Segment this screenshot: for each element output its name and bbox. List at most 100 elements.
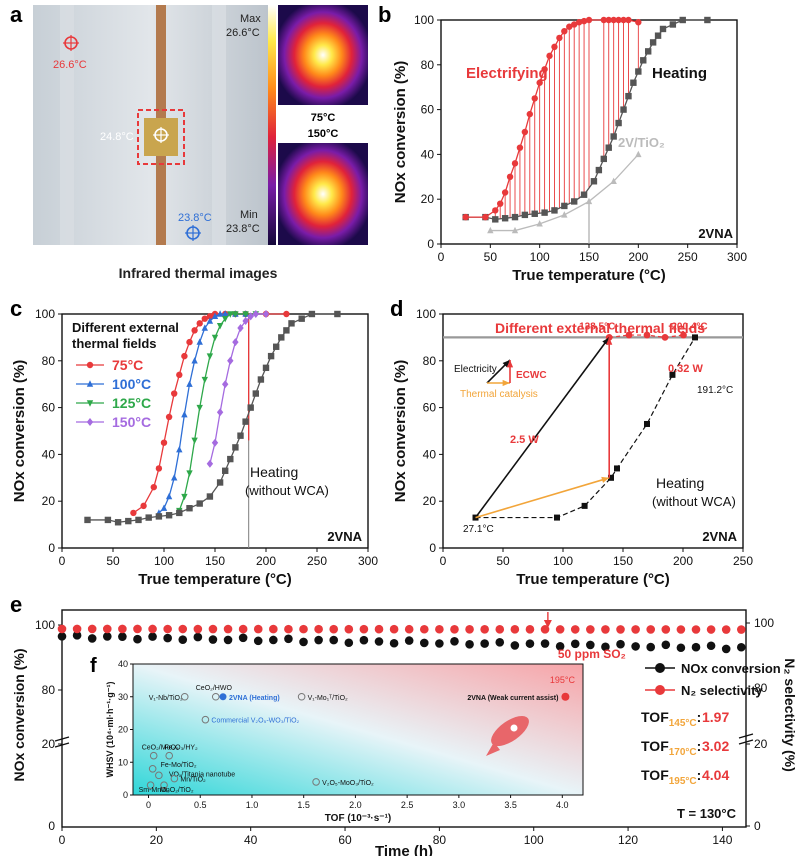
nox-conversion-point [374,637,384,646]
so2-label: 50 ppm SO₂ [558,647,626,661]
y-tick-label: 100 [35,618,55,632]
series-4-point [247,404,254,411]
point-label: V₁-Mo₁ᵀ/TiO₂ [308,695,348,702]
series-2v-tio2-point [610,177,617,184]
y-axis-label-right: N₂ selectivity (%) [782,658,798,772]
series-heating-point [649,39,657,46]
x-tick-label: 250 [307,554,327,568]
series-1-point [211,312,219,320]
y-tick-label: 40 [118,659,128,669]
point-label: Sm-MnOₓ [139,787,170,794]
legend-arrow-ecwc-head [506,360,514,368]
series-4-point [196,500,203,507]
n2-selectivity-point [601,625,610,634]
nox-conversion-point [118,632,127,641]
series-heating-point [590,178,598,185]
x-tick-label: 40 [244,833,258,847]
n2-selectivity-point [193,624,203,634]
x-tick-label: 0 [438,250,445,264]
x-axis-label: Time (h) [375,843,433,856]
nox-conversion-point [269,635,278,645]
y-tick-label: 20 [423,494,437,508]
annotation-heating: Heating [656,475,704,491]
series-1-point [216,310,224,317]
series-electrifying-point [635,19,642,26]
x-tick-label: 50 [106,554,120,568]
n2-selectivity-point [465,624,474,634]
x-tick-label: 150 [205,554,225,568]
nox-conversion-point [148,632,157,641]
x-tick-label: 2.0 [349,800,362,810]
series-4-point [114,519,122,526]
n2-selectivity-point [102,624,112,634]
literature-point [165,751,174,760]
x-tick-label: 0 [440,554,447,568]
y-tick-label: 80 [421,58,435,72]
y-tick-label: 20 [421,192,435,206]
tof-value: 4.04 [702,767,729,783]
y-axis-label: NOx conversion (%) [392,61,409,204]
point-label: Commercial V₂O₅-WO₃/TiO₂ [211,718,299,725]
series-1-point [201,324,208,331]
series-4-point [125,517,132,525]
y-tick-label: 60 [42,401,56,415]
series-4-point [186,505,193,512]
n2-selectivity-point [72,624,82,634]
series-electrifying-point [580,17,588,25]
series-heating-point [610,133,617,140]
y-tick-label: 20 [42,737,56,751]
n2-selectivity-point [284,624,293,634]
series-3-point [222,380,229,389]
hot-spot-label: 26.6°C [53,59,87,71]
series-4-point [242,418,249,425]
series-heating-point [635,68,642,75]
series-2-point [186,470,193,477]
y-tick-label: 30 [118,692,128,702]
arrow-thermal-head [601,476,610,483]
y-tick-label: 40 [421,147,435,161]
nox-conversion-point [344,638,354,648]
n2-selectivity-point [450,624,459,634]
nox-conversion-point [102,632,112,641]
label-191: 191.2°C [697,385,733,396]
series-1-point [186,380,193,387]
annotation-heating: Heating [652,65,707,82]
colorbar [268,5,276,245]
panel-label-a: a [10,2,23,27]
series-0-point [191,327,198,334]
series-heating-point [561,202,568,210]
legend-label: NOx conversion [681,661,781,676]
series-electrifying-point [620,16,627,24]
nox-conversion-point [133,634,142,644]
literature-point [170,774,179,783]
nox-conversion-point [57,632,67,641]
series-electrifying-point [625,16,632,24]
x-tick-label: 100 [530,250,550,264]
cold-spot-marker [185,225,201,241]
panel-d-chart: 0 50 100 150 200 250 0 20 40 60 80 100 True temperat… [392,307,753,588]
nox-conversion-point [208,635,218,644]
nox-conversion-point [465,640,474,649]
series-3-point [206,459,214,468]
chart-title-line2: thermal fields [72,336,157,351]
series-electrifying-point [516,144,524,151]
series-4-point [262,364,270,372]
x-axis-label: True temperature (°C) [512,267,666,284]
nox-conversion-point [691,642,701,652]
legend-marker [86,418,94,426]
legend-marker [655,685,665,695]
panel-f-inset-chart: 0 0.5 1.0 1.5 2.0 2.5 3.0 3.5 4.0 0 10 20 30 40 TOF (1… [105,659,584,824]
x-tick-label: 4.0 [556,800,569,810]
panel-label-f: f [90,655,97,677]
weak-current-point [561,692,570,701]
n2-selectivity-point [374,624,384,634]
series-1-point [176,446,183,453]
series-1-point [160,504,168,511]
so2-arrow-head [543,620,552,628]
y-axis-label: NOx conversion (%) [11,360,28,503]
series-2-point [181,493,188,501]
series-4-point [84,516,91,524]
series-3-point [232,338,239,347]
n2-selectivity-point [269,624,278,634]
